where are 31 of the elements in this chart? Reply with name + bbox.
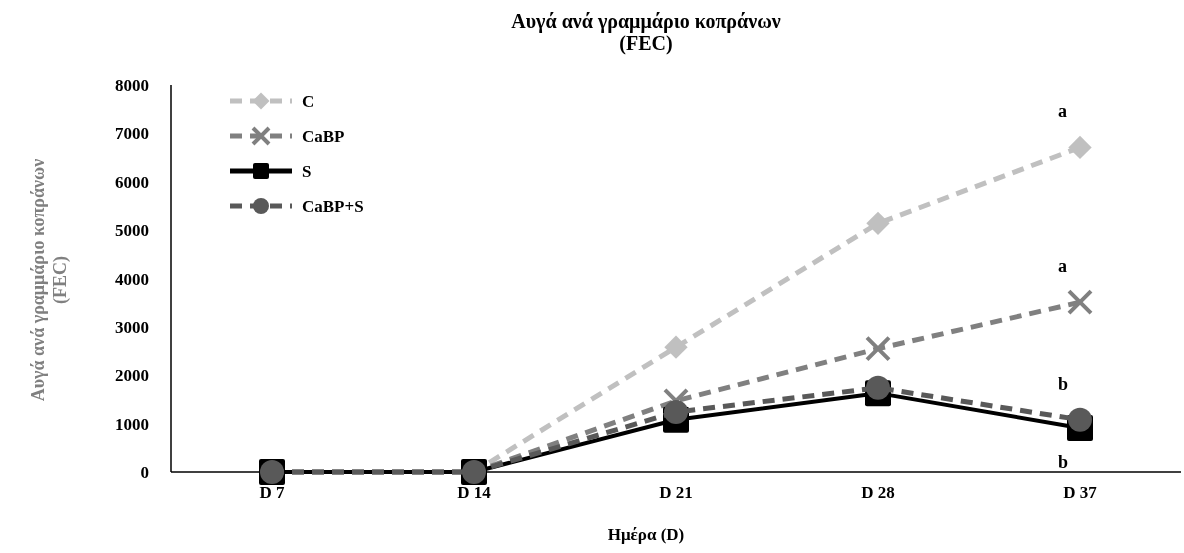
y-tick-label: 4000 <box>115 269 149 289</box>
point <box>1068 407 1092 432</box>
annotation: a <box>1058 256 1067 277</box>
x-tick-label: D 28 <box>861 483 895 502</box>
point <box>865 335 891 362</box>
y-tick-label: 7000 <box>115 124 149 144</box>
x-tick-label: D 14 <box>457 483 492 502</box>
y-tick-label: 0 <box>140 463 149 482</box>
chart-title: Αυγά ανά γραμμάριο κοπράνων (FEC) <box>511 10 781 55</box>
annotation: b <box>1058 373 1069 394</box>
legend-label: C <box>302 92 315 111</box>
point <box>1067 289 1093 316</box>
y-tick-label: 1000 <box>115 414 149 434</box>
annotation: a <box>1058 101 1067 122</box>
x-axis-title: Ημέρα (D) <box>607 525 685 544</box>
annotation: b <box>1058 451 1069 472</box>
y-tick-label: 2000 <box>115 366 149 386</box>
legend-label: CaBP <box>302 127 345 146</box>
x-tick-label: D 37 <box>1063 483 1098 502</box>
y-tick-label: 8000 <box>115 76 149 95</box>
y-tick-label: 5000 <box>115 221 149 241</box>
point <box>866 375 890 400</box>
y-axis-title: Αυγά ανά γραμμάριο κοπράνων (FEC) <box>28 158 71 402</box>
x-tick-label: D 21 <box>659 483 693 502</box>
point <box>664 335 688 359</box>
y-tick-label: 3000 <box>115 317 149 337</box>
x-tick-label: D 7 <box>259 483 286 502</box>
legend-label: S <box>302 162 312 181</box>
y-tick-label: 6000 <box>115 172 149 192</box>
point <box>664 400 688 425</box>
legend-label: CaBP+S <box>302 197 364 216</box>
